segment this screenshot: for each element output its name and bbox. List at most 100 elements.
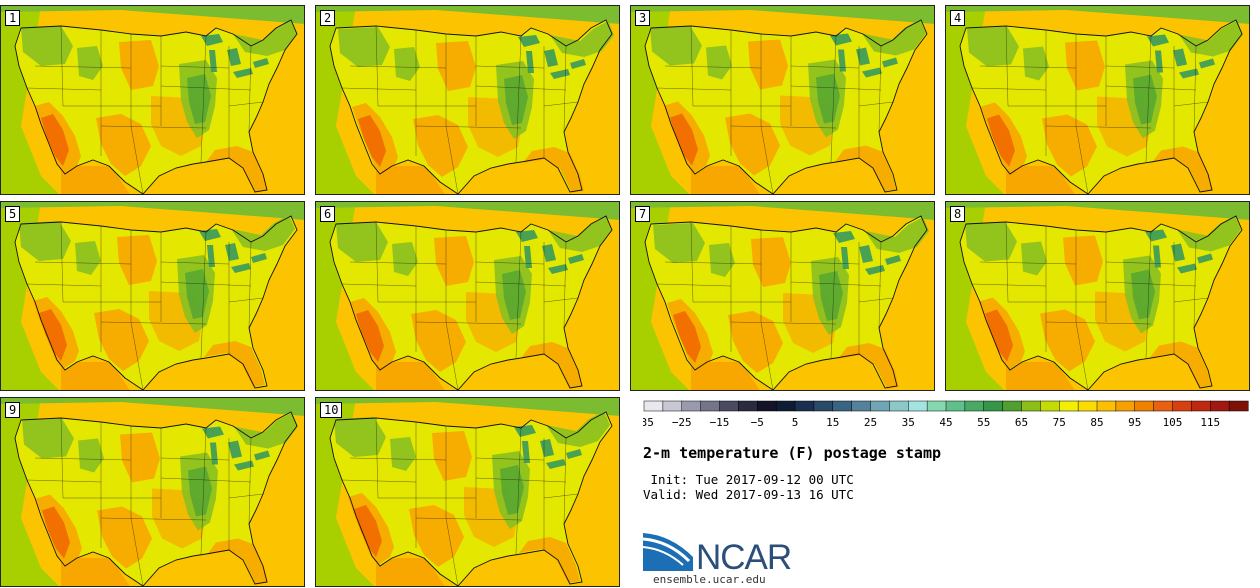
temperature-contour <box>390 437 416 471</box>
temperature-contour <box>413 115 468 177</box>
state-border <box>228 101 264 107</box>
state-border <box>200 231 207 359</box>
colorbar-tick-label: 45 <box>939 416 952 429</box>
mexico-region <box>61 558 130 586</box>
temperature-contour <box>434 236 474 286</box>
ncar-logo-icon <box>643 533 693 571</box>
state-border <box>1005 221 1009 303</box>
colorbar-bin <box>1228 400 1249 412</box>
member-panel-7: 7 <box>630 201 935 391</box>
temperature-contour <box>856 47 870 66</box>
ocean-pacific <box>631 202 689 390</box>
temperature-contour <box>1173 48 1187 67</box>
mexico-region <box>691 166 760 194</box>
state-border <box>445 125 459 194</box>
colorbar-bin <box>643 400 664 412</box>
mexico-region <box>376 166 445 194</box>
colorbar-bin <box>700 400 721 412</box>
state-border <box>130 321 144 390</box>
member-panel-2: 2 <box>315 5 620 195</box>
state-border <box>830 231 837 359</box>
temperature-contour <box>1065 40 1105 91</box>
temperature-contour <box>97 506 152 569</box>
temperature-contour <box>838 343 899 389</box>
colorbar-bin <box>775 400 796 412</box>
temperature-contour <box>1155 50 1163 73</box>
state-border <box>1173 297 1209 303</box>
state-border <box>1105 85 1197 91</box>
state-border <box>200 427 207 555</box>
state-border <box>1075 321 1089 390</box>
site-url: ensemble.ucar.edu <box>653 573 766 586</box>
ocean-pacific <box>631 6 689 194</box>
temperature-contour <box>251 253 267 263</box>
state-border <box>760 321 774 390</box>
state-border <box>543 297 579 303</box>
temperature-contour <box>227 48 241 66</box>
member-panel-10: 10 <box>315 397 620 587</box>
temperature-contour <box>1177 215 1241 252</box>
state-border <box>515 35 522 163</box>
state-border <box>563 241 567 329</box>
temperature-contour <box>1023 46 1049 81</box>
state-border <box>475 281 567 287</box>
temperature-field <box>19 215 295 387</box>
temperature-contour <box>334 417 386 457</box>
member-map-7 <box>631 202 934 390</box>
coastline <box>329 19 613 194</box>
temperature-contour <box>234 412 298 449</box>
member-panel-5: 5 <box>0 201 305 391</box>
state-border <box>160 65 230 69</box>
temperature-contour <box>42 506 70 559</box>
state-border <box>1105 65 1175 69</box>
mexico-region <box>1006 362 1075 390</box>
colorbar-bin <box>851 400 872 412</box>
state-border <box>26 479 102 483</box>
colorbar-tick-label: 85 <box>1090 416 1103 429</box>
coastline <box>14 215 298 390</box>
colorbar-tick-label: 35 <box>902 416 915 429</box>
temperature-contour <box>546 459 566 469</box>
state-border <box>690 25 694 107</box>
state-border <box>858 101 894 107</box>
colorbar-tick-label: −35 <box>643 416 654 429</box>
temperature-contour <box>1145 229 1167 242</box>
member-map-8 <box>946 202 1249 390</box>
state-border <box>100 125 207 129</box>
member-panel-9: 9 <box>0 397 305 587</box>
colorbar-tick-label: −15 <box>710 416 730 429</box>
coastline <box>14 411 298 586</box>
temperature-contour <box>1021 241 1047 276</box>
colorbar-tick-label: 25 <box>864 416 877 429</box>
state-border <box>664 261 762 265</box>
colorbar-bin <box>1059 400 1079 412</box>
colorbar-bin <box>1134 400 1155 412</box>
state-border <box>1045 321 1152 325</box>
state-border <box>349 261 447 265</box>
state-border <box>375 25 379 107</box>
temperature-contour <box>1152 146 1213 193</box>
temperature-contour <box>1150 341 1211 388</box>
state-border <box>228 493 264 499</box>
colorbar-tick-label: −5 <box>751 416 764 429</box>
colorbar-bin <box>889 400 909 412</box>
member-map-4 <box>946 6 1249 194</box>
valid-time: Valid: Wed 2017-09-13 16 UTC <box>643 487 854 502</box>
temperature-contour <box>78 438 104 473</box>
state-border <box>248 437 252 525</box>
state-border <box>979 261 1077 265</box>
state-border <box>858 297 894 303</box>
temperature-field <box>21 20 297 192</box>
state-border <box>971 283 1047 287</box>
state-border <box>475 261 545 265</box>
colorbar-bin <box>757 400 777 412</box>
temperature-contour <box>358 115 386 167</box>
temperature-contour <box>568 254 584 264</box>
state-border <box>515 427 522 555</box>
ocean-pacific <box>316 398 374 586</box>
member-label: 10 <box>320 402 343 418</box>
temperature-contour <box>394 47 420 81</box>
coastline <box>644 19 928 194</box>
state-border <box>160 457 230 461</box>
state-border <box>690 221 694 303</box>
